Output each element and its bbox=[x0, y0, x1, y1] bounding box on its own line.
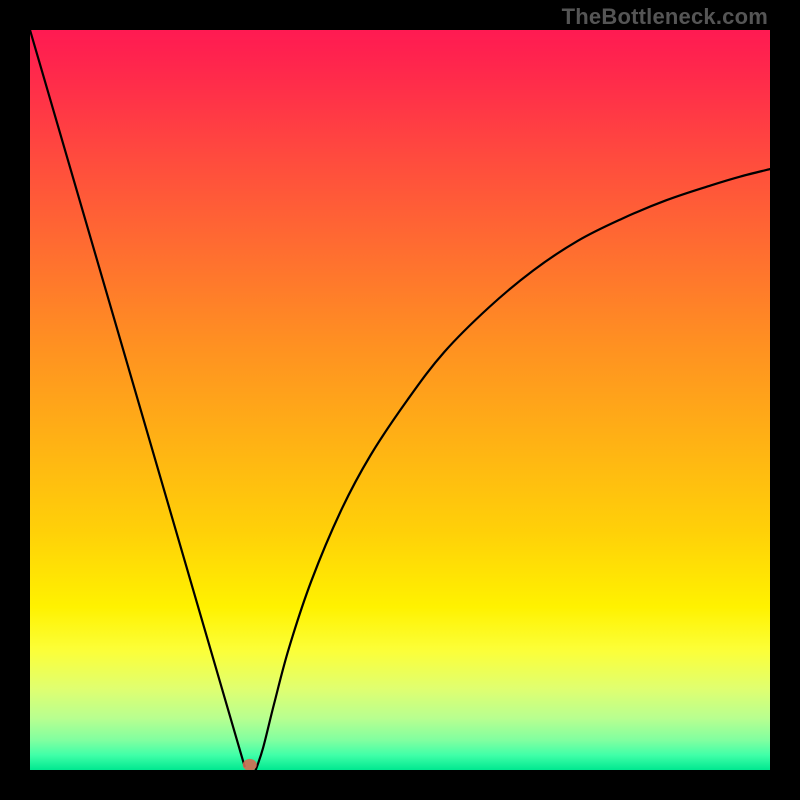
bottleneck-curve bbox=[30, 30, 770, 770]
chart-frame: TheBottleneck.com bbox=[0, 0, 800, 800]
watermark-text: TheBottleneck.com bbox=[562, 4, 768, 30]
plot-area bbox=[30, 30, 770, 770]
minimum-marker bbox=[243, 759, 257, 770]
